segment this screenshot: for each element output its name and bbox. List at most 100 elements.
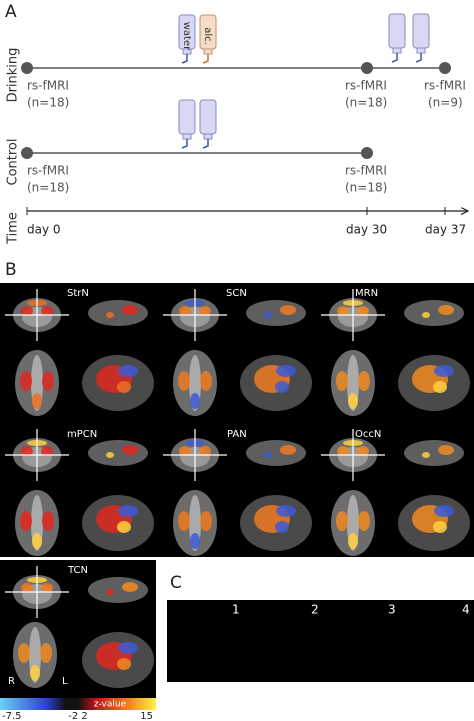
row-label: Drinking: [6, 48, 21, 103]
bottle-spout: [415, 53, 422, 63]
activation: [200, 371, 212, 391]
panel-label: A: [5, 2, 17, 22]
network-label: TCN: [67, 565, 88, 576]
activation: [280, 305, 296, 315]
bottle-spout: [391, 53, 398, 63]
scan-label: rs-fMRI: [27, 79, 69, 93]
activation: [117, 381, 131, 393]
activation: [433, 381, 447, 393]
slice-label: 1: [232, 603, 240, 617]
bottle-cap: [203, 48, 213, 55]
activation: [348, 533, 358, 549]
scan-label: rs-fMRI: [27, 164, 69, 178]
activation: [280, 445, 296, 455]
bottle-label: alc.: [202, 27, 213, 45]
brain-sagittal: [404, 440, 464, 466]
activation: [275, 381, 289, 393]
activation: [18, 643, 30, 663]
activation: [276, 505, 296, 517]
scan-n: (n=18): [345, 96, 387, 110]
activation: [422, 312, 430, 318]
activation: [106, 589, 114, 595]
activation: [179, 446, 191, 456]
orientation-label: R: [8, 676, 15, 687]
bottle: [178, 99, 196, 135]
activation: [336, 511, 348, 531]
scan-dot: [21, 62, 33, 74]
activation: [357, 446, 369, 456]
activation: [264, 312, 272, 318]
brain-sagittal: [88, 440, 148, 466]
bottle-spout: [181, 54, 188, 64]
activation: [178, 511, 190, 531]
image-panel: [0, 283, 474, 557]
activation: [41, 583, 53, 593]
activation: [41, 446, 53, 456]
scan-dot: [21, 147, 33, 159]
scan-n: (n=18): [27, 181, 69, 195]
image-panel: [167, 600, 474, 682]
scan-dot: [361, 147, 373, 159]
colorbar-tick: 15: [140, 711, 153, 721]
colorbar-tick: -2 2: [68, 711, 88, 721]
scan-n: (n=18): [27, 96, 69, 110]
activation: [336, 371, 348, 391]
network-label: mPCN: [67, 429, 97, 440]
activation: [422, 452, 430, 458]
day-label: day 37: [425, 223, 466, 237]
bottle-spout: [181, 139, 188, 149]
scan-label: rs-fMRI: [345, 79, 387, 93]
panel-label: C: [170, 573, 182, 593]
colorbar-tick: -7.5: [2, 711, 22, 721]
activation: [275, 521, 289, 533]
slice-label: 4: [462, 603, 470, 617]
activation: [117, 521, 131, 533]
activation: [118, 365, 138, 377]
activation: [30, 665, 40, 681]
activation: [357, 306, 369, 316]
scan-dot: [439, 62, 451, 74]
network-label: StrN: [67, 288, 89, 299]
activation: [264, 452, 272, 458]
activation: [190, 393, 200, 409]
activation: [199, 446, 211, 456]
activation: [122, 305, 138, 315]
activation: [41, 306, 53, 316]
activation: [122, 582, 138, 592]
activation: [190, 533, 200, 549]
activation: [117, 658, 131, 670]
activation: [348, 393, 358, 409]
activation: [434, 505, 454, 517]
network-label: OccN: [355, 429, 381, 440]
activation: [358, 511, 370, 531]
bottle-spout: [202, 139, 209, 149]
slice-label: 2: [311, 603, 319, 617]
row-label: Control: [6, 139, 21, 186]
day-label: day 0: [27, 223, 61, 237]
activation: [118, 642, 138, 654]
activation: [20, 371, 32, 391]
activation: [200, 511, 212, 531]
activation: [42, 371, 54, 391]
bottle-cap: [182, 133, 192, 140]
bottle-label: water: [181, 22, 192, 51]
scan-dot: [361, 62, 373, 74]
activation: [199, 306, 211, 316]
bottle-cap: [416, 47, 426, 54]
colorbar-title: z-value: [94, 700, 127, 710]
activation: [21, 306, 33, 316]
activation: [337, 446, 349, 456]
activation: [337, 306, 349, 316]
network-label: PAN: [227, 429, 247, 440]
activation: [118, 505, 138, 517]
colorbar: [0, 698, 156, 710]
activation: [179, 306, 191, 316]
brain-sagittal: [246, 300, 306, 326]
brain-sagittal: [246, 440, 306, 466]
bottle-cap: [203, 133, 213, 140]
activation: [276, 365, 296, 377]
activation: [438, 445, 454, 455]
activation: [32, 393, 42, 409]
bottle: [412, 13, 430, 49]
